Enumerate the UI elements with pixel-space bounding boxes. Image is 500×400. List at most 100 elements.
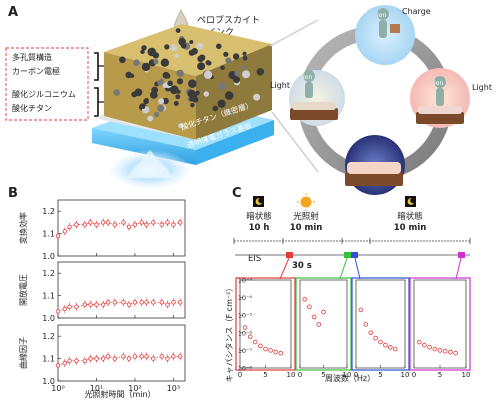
porous-sphere [180,42,187,49]
porous-sphere [224,91,234,100]
panel-c-xtick: 0 [298,371,302,379]
eis-pointer-red [279,257,290,280]
porous-sphere [141,45,147,51]
porous-sphere [216,43,222,50]
panel-b-frame [57,199,186,257]
porous-sphere [217,99,226,108]
charge-label: Charge [402,7,431,16]
panel-b-point [126,356,132,361]
panel-b-point [132,222,138,227]
panel-b-point [82,222,88,227]
ink-label-line1: ペロブスカイト [197,14,260,26]
panel-b-point [165,302,170,307]
panel-c-frame [409,277,471,371]
light-top-label: Light [347,6,367,15]
panel-c-point [302,296,308,302]
panel-c-point [268,348,273,353]
panel-c-ytick: 10⁻⁵ [238,312,253,320]
eis-marker-magenta [458,252,465,258]
panel-b-point [94,222,99,227]
panel-b-point [94,302,99,307]
panel-b-point [144,300,149,305]
porous-sphere [195,90,200,96]
panel-b-point [165,220,170,225]
porous-sphere [134,88,143,97]
panel-b-point [67,224,72,230]
panel-c-point [427,344,432,350]
porous-sphere [176,78,184,85]
light-beam [126,150,174,178]
porous-sphere [167,80,173,87]
charge-box-icon [390,24,400,33]
porous-sphere [256,68,264,76]
panel-b-frame [57,324,186,382]
panel-c-point [453,350,458,356]
panel-b-point [94,356,99,361]
zoom-line-bottom [271,111,319,173]
panel-b-point [151,220,156,225]
panel-c-point [263,346,268,352]
panel-b-point [121,354,126,359]
porous-sphere [153,111,160,118]
panel-b-ylabel: 変換効率 [18,212,28,244]
porous-sphere [141,104,146,109]
bed-left-icon [290,108,338,120]
light-right-label: Light [472,83,492,92]
panel-b-point [159,300,164,305]
panel-c-xtick: 0 [238,371,242,379]
panel-b-point [132,354,138,359]
panel-b-point [88,356,93,361]
panel-b-point [62,229,68,234]
porous-sphere [125,71,132,79]
porous-sphere [223,51,229,57]
porous-spheres [113,28,264,129]
panel-b-xtick: 10³ [167,384,180,393]
panel-b-ytick: 1.1 [42,355,55,364]
panel-b-point [82,358,88,363]
bed-bottom-blanket [347,162,401,174]
panel-b-xtick: 10⁰ [51,384,64,393]
panel-b-point [132,300,138,305]
porous-sphere [133,59,140,66]
panel-b-xtick: 10¹ [90,384,103,393]
bracket-bottom [94,87,99,117]
panel-c-ytick: 10⁻⁷ [238,347,253,355]
panel-c-xtick: 5 [378,371,382,379]
porous-sphere [162,97,169,105]
moon-icon-2 [405,196,416,207]
panel-c-xtick: 10 [287,371,296,379]
bed-left-blanket [292,102,336,110]
panel-b-ytick: 1.0 [42,252,55,261]
porous-sphere [119,56,126,64]
porous-sphere [232,53,240,60]
panel-b-point [105,300,111,305]
porous-sphere [191,48,198,55]
panel-b-point [74,222,79,227]
porous-sphere [141,62,151,72]
porous-sphere [196,42,203,50]
porous-sphere [147,115,154,122]
panel-c-xtick: 5 [321,371,325,379]
stack-top [104,24,272,76]
panel-a-letter: A [8,5,18,20]
panel-c-point [242,325,248,330]
panel-b-point [121,300,126,305]
porous-sphere [234,70,240,76]
time-dark2: 10 min [394,223,427,233]
panel-b-point [100,220,106,225]
panel-b-ylabel: 曲線因子 [18,337,28,369]
panel-b-frame [57,261,186,319]
panel-b-point [126,224,132,230]
panel-c-xtick: 5 [263,371,267,379]
panel-b-point [171,300,176,305]
panel-c-xtick: 10 [401,371,410,379]
panel-c-point [387,344,393,350]
porous-sphere [178,123,184,129]
panel-b-point [151,356,156,361]
panel-c-point [378,339,383,345]
porous-sphere [220,65,225,70]
porous-sphere [164,44,170,50]
panel-c-xtick: 10 [462,371,471,379]
porous-sphere [225,57,232,64]
